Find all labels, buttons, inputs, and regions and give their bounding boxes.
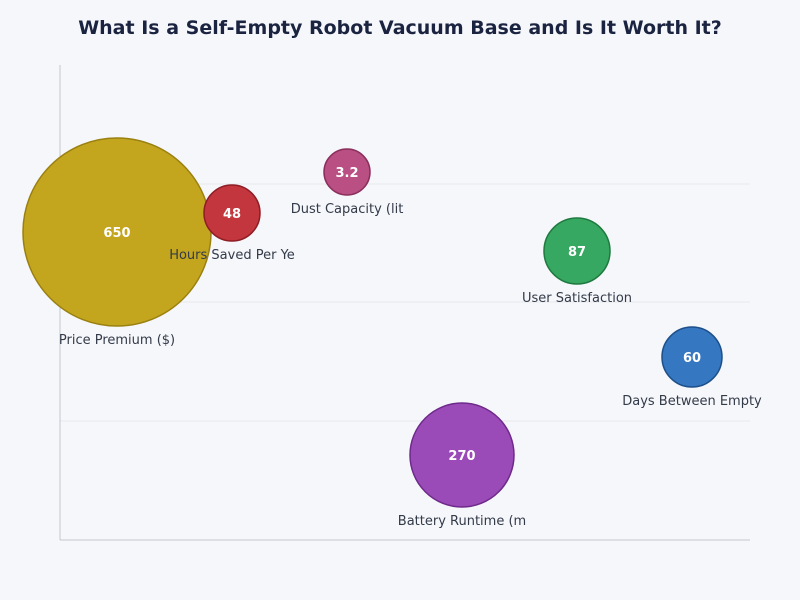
bubble-value-label: 60 — [683, 351, 701, 366]
bubble-value-label: 87 — [568, 245, 586, 260]
bubble — [661, 326, 723, 388]
bubble — [409, 402, 515, 508]
bubble-category-label: Days Between Empty — [622, 394, 762, 409]
bubble — [323, 148, 371, 196]
bubble-category-label: Hours Saved Per Ye — [169, 248, 295, 263]
bubble-category-label: Dust Capacity (lit — [291, 202, 404, 217]
bubble-category-label: Battery Runtime (m — [398, 514, 526, 529]
bubbles: 650 Price Premium ($) 48 Hours Saved Per Ye… — [22, 137, 762, 529]
bubble-value-label: 48 — [223, 207, 241, 222]
chart-title: What Is a Self-Empty Robot Vacuum Base a… — [78, 17, 722, 39]
bubble-group: 60 Days Between Empty — [622, 326, 762, 409]
bubble — [543, 217, 611, 285]
bubble-group: 270 Battery Runtime (m — [398, 402, 526, 529]
bubble-value-label: 270 — [448, 449, 475, 464]
bubble-group: 3.2 Dust Capacity (lit — [291, 148, 404, 217]
bubble-value-label: 3.2 — [335, 166, 358, 181]
bubble-group: 87 User Satisfaction — [522, 217, 632, 306]
bubble-group: 650 Price Premium ($) — [22, 137, 212, 348]
bubble-category-label: User Satisfaction — [522, 291, 632, 306]
bubble-category-label: Price Premium ($) — [59, 333, 175, 348]
bubble-group: 48 Hours Saved Per Ye — [169, 184, 295, 263]
bubble-value-label: 650 — [103, 226, 130, 241]
bubble — [203, 184, 261, 242]
